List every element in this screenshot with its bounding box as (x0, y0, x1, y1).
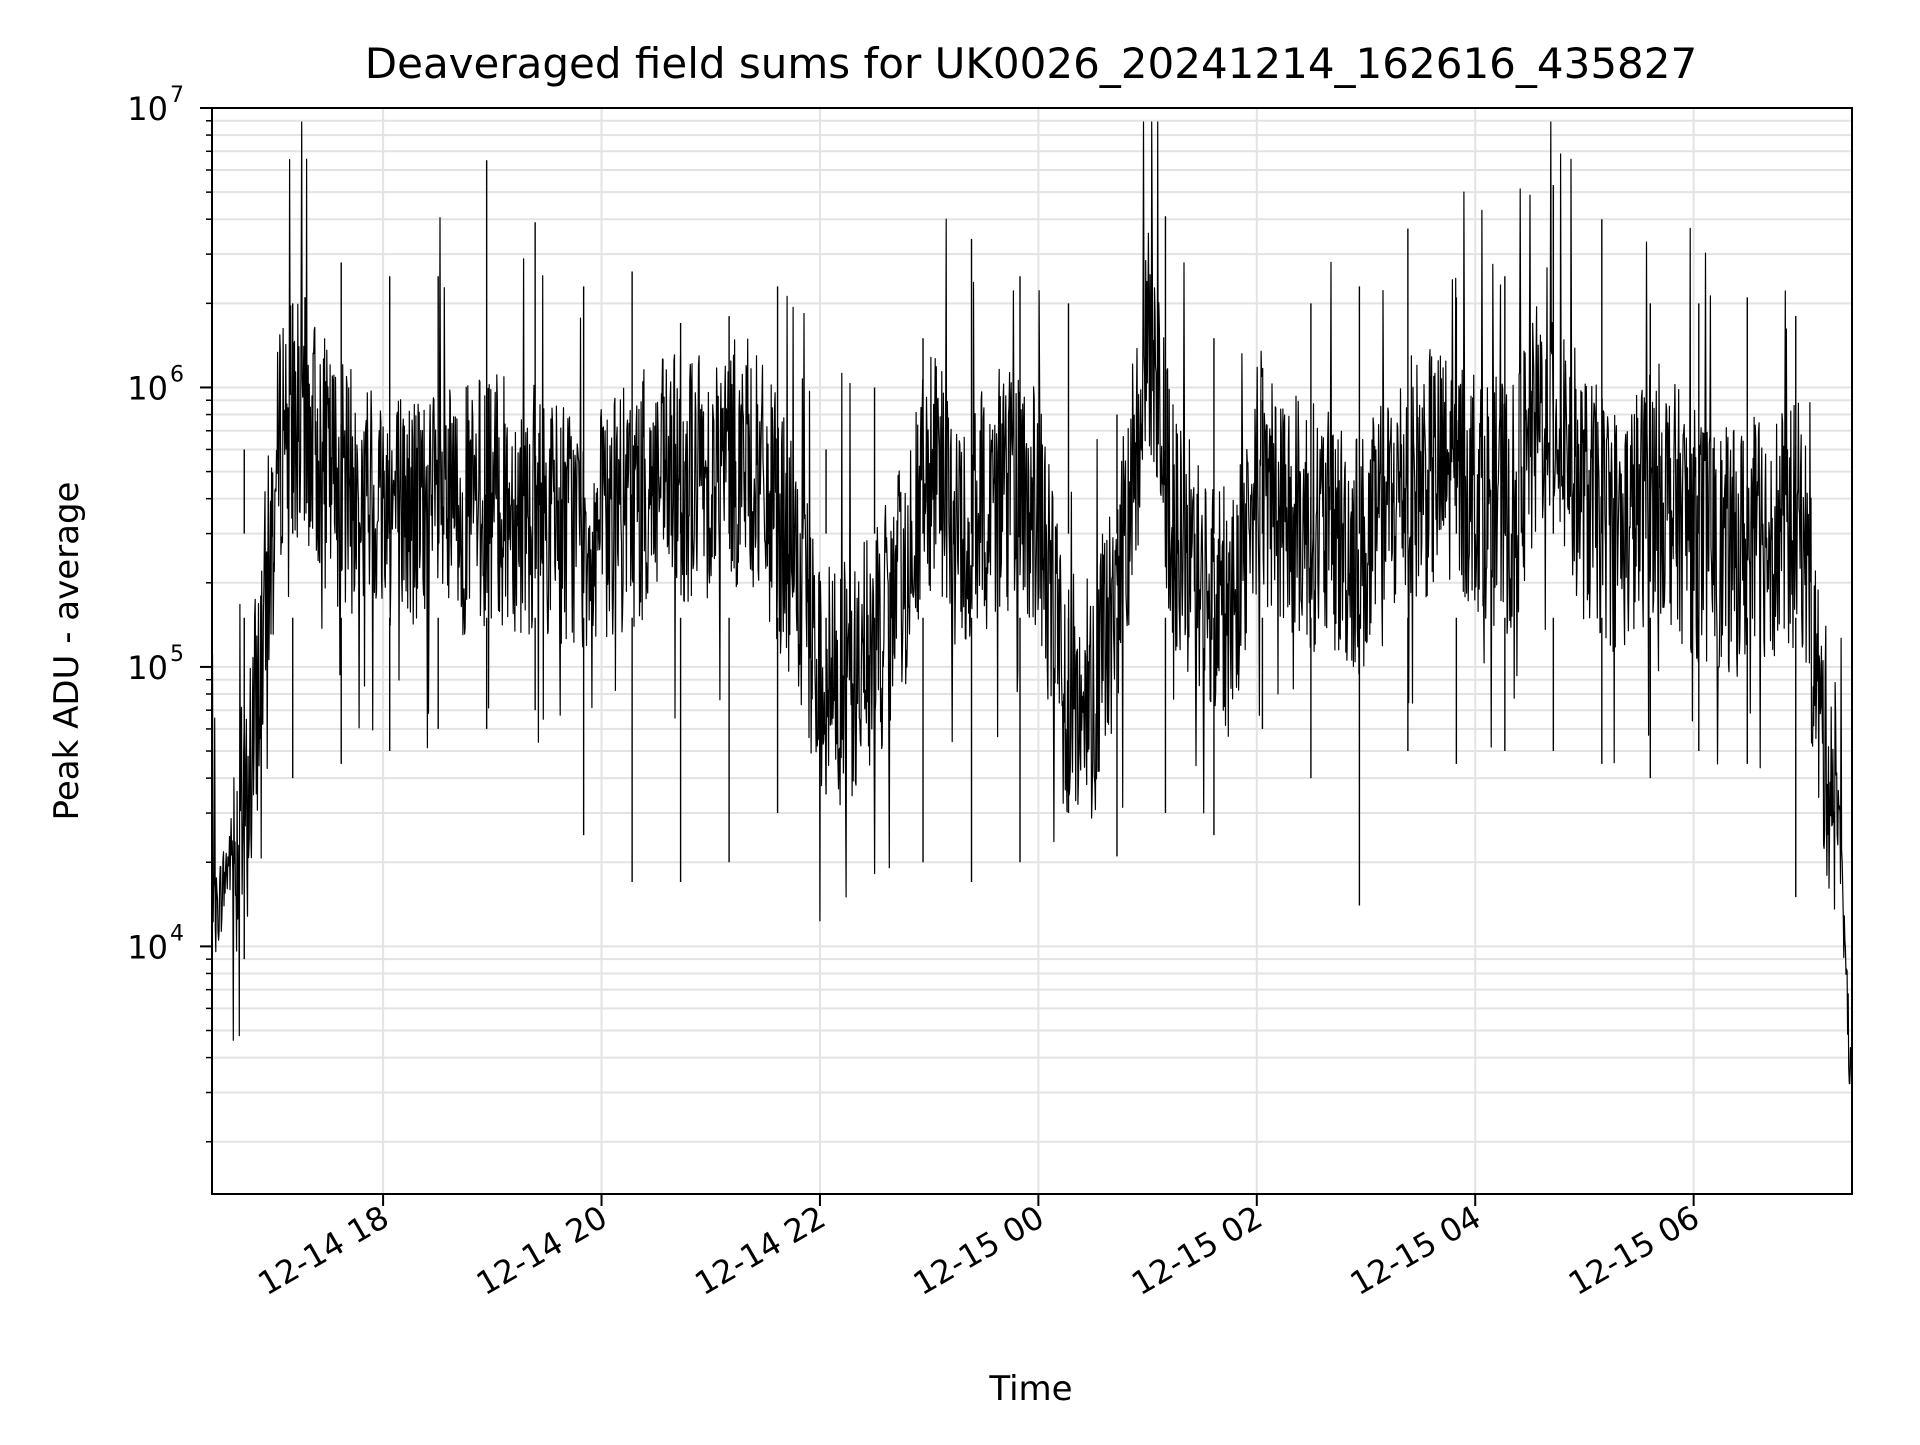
plot-frame (211, 107, 1853, 1195)
x-axis-label: Time (988, 1369, 1072, 1409)
y-tick-exponent: 5 (170, 642, 184, 667)
y-tick-label: 10 (127, 649, 168, 687)
y-tick-label: 10 (127, 369, 168, 407)
chart-title: Deaveraged field sums for UK0026_2024121… (365, 39, 1697, 88)
y-tick-exponent: 6 (170, 362, 184, 387)
y-axis-label: Peak ADU - average (47, 482, 87, 821)
y-tick-label: 10 (127, 928, 168, 966)
series-group (211, 121, 1853, 1085)
series-line (211, 121, 1853, 1085)
y-tick-label: 10 (127, 90, 168, 128)
y-tick-exponent: 4 (170, 921, 184, 946)
y-tick-exponent: 7 (170, 83, 184, 108)
